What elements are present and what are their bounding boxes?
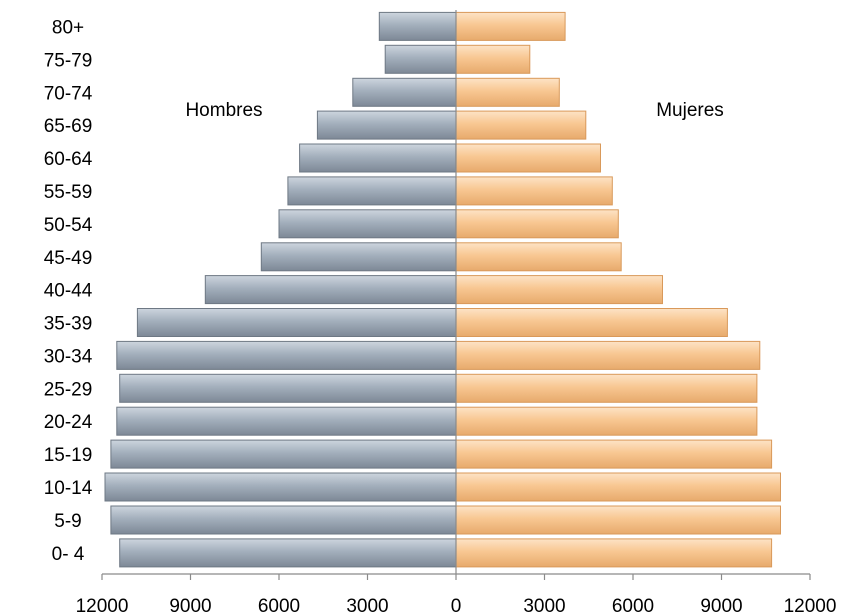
bar-hombres-7 xyxy=(260,242,457,272)
bar-mujeres-2 xyxy=(455,77,560,107)
bar-hombres-1 xyxy=(384,44,457,74)
x-tick-label: 12000 xyxy=(76,596,129,616)
bar-mujeres-8 xyxy=(455,275,663,305)
bar-mujeres-9 xyxy=(455,308,728,337)
bar-hombres-14 xyxy=(104,472,457,502)
bar-hombres-2 xyxy=(352,77,457,107)
bar-hombres-11 xyxy=(119,373,457,403)
x-tick-label: 6000 xyxy=(612,596,654,616)
series-label-mujeres: Mujeres xyxy=(656,100,724,121)
x-tick-label: 3000 xyxy=(523,596,565,616)
category-label: 30-34 xyxy=(44,346,93,367)
series-label-hombres: Hombres xyxy=(185,100,262,121)
category-label: 5-9 xyxy=(54,511,81,532)
category-label: 65-69 xyxy=(44,116,93,137)
x-tick-label: 12000 xyxy=(784,596,837,616)
category-label: 35-39 xyxy=(44,314,93,335)
category-label: 20-24 xyxy=(44,412,93,433)
category-label: 50-54 xyxy=(44,215,93,236)
x-tick-label: 9000 xyxy=(700,596,742,616)
x-axis: 12000 9000 6000 3000 0 3000 6000 9000 12000 xyxy=(76,10,837,616)
bar-mujeres-13 xyxy=(455,439,773,469)
bar-hombres-13 xyxy=(110,439,457,469)
category-label: 80+ xyxy=(52,18,84,39)
category-label: 10-14 xyxy=(44,478,93,499)
bar-hombres-6 xyxy=(278,209,457,239)
bar-mujeres-11 xyxy=(455,373,758,403)
category-label: 0- 4 xyxy=(52,544,85,565)
series-labels: Hombres Mujeres xyxy=(185,100,723,121)
bar-mujeres-3 xyxy=(455,110,587,140)
bar-mujeres-15 xyxy=(455,505,781,535)
category-label: 70-74 xyxy=(44,83,93,104)
x-tick-label: 3000 xyxy=(346,596,388,616)
bar-hombres-5 xyxy=(287,176,457,206)
bar-hombres-10 xyxy=(116,340,457,370)
category-labels: 80+ 75-79 70-74 65-69 60-64 55-59 50-54 45-49 40… xyxy=(44,18,93,565)
category-label: 40-44 xyxy=(44,281,93,302)
bar-hombres-9 xyxy=(136,308,457,337)
category-label: 55-59 xyxy=(44,182,93,203)
bar-mujeres-10 xyxy=(455,340,761,370)
category-label: 75-79 xyxy=(44,50,93,71)
bar-hombres-4 xyxy=(299,143,457,173)
bar-mujeres-0 xyxy=(455,11,566,41)
category-label: 25-29 xyxy=(44,379,93,400)
bar-hombres-15 xyxy=(110,505,457,535)
bar-hombres-0 xyxy=(378,11,457,41)
bar-mujeres-6 xyxy=(455,209,619,239)
bar-hombres-3 xyxy=(316,110,457,140)
category-label: 15-19 xyxy=(44,445,93,466)
bar-mujeres-4 xyxy=(455,143,601,173)
bar-mujeres-7 xyxy=(455,242,622,272)
x-tick-label: 9000 xyxy=(169,596,211,616)
bar-mujeres-5 xyxy=(455,176,613,206)
category-label: 45-49 xyxy=(44,248,93,269)
bar-hombres-12 xyxy=(116,406,457,436)
bar-hombres-8 xyxy=(204,275,457,305)
bar-mujeres-16 xyxy=(455,538,773,568)
bar-mujeres-12 xyxy=(455,406,758,436)
bar-hombres-16 xyxy=(119,538,457,568)
bar-mujeres-14 xyxy=(455,472,781,502)
category-label: 60-64 xyxy=(44,149,93,170)
x-tick-label: 0 xyxy=(451,596,462,616)
bar-mujeres-1 xyxy=(455,44,531,74)
x-tick-label: 6000 xyxy=(258,596,300,616)
bars-group xyxy=(104,11,781,568)
